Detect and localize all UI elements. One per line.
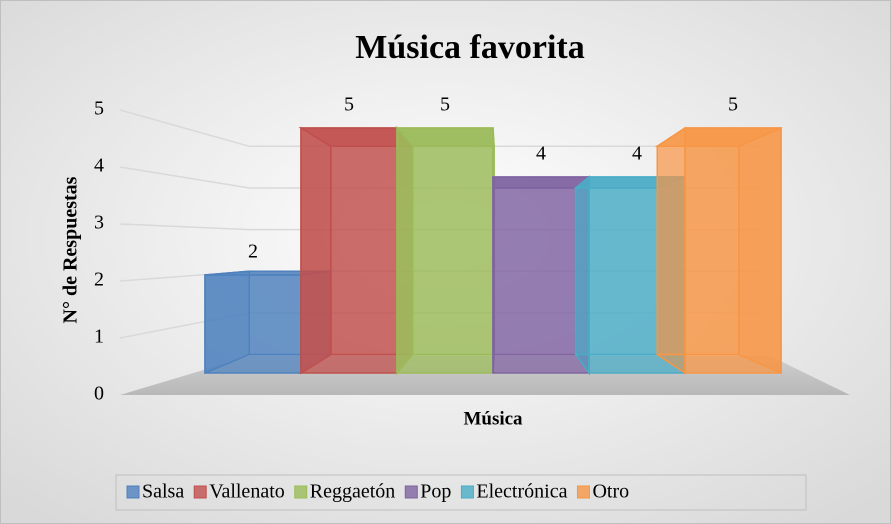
data-label: 5 <box>440 94 450 116</box>
data-label: 5 <box>728 94 738 116</box>
grid-line <box>119 109 760 148</box>
legend-swatch <box>126 485 140 499</box>
bar <box>492 176 590 374</box>
bar-group: 4 <box>492 143 592 376</box>
data-label: 5 <box>344 94 354 116</box>
bar <box>204 274 302 374</box>
bar-group: 5 <box>654 94 782 375</box>
y-tick-label: 0 <box>94 383 104 405</box>
legend-label: Vallenato <box>209 481 285 503</box>
bar-side <box>574 175 590 376</box>
legend-label: Salsa <box>142 481 184 503</box>
legend-label: Pop <box>420 481 451 503</box>
y-axis-label: N° de Respuestas <box>60 176 82 323</box>
chart-title: Música favorita <box>355 29 584 66</box>
bar <box>684 127 782 374</box>
legend-swatch <box>460 485 474 499</box>
bar-side <box>656 126 686 375</box>
y-tick-label: 4 <box>94 155 104 177</box>
legend-swatch <box>193 485 207 499</box>
legend-swatch <box>576 485 590 499</box>
legend-swatch <box>404 485 418 499</box>
data-label: 4 <box>632 143 642 165</box>
legend-label: Otro <box>592 481 629 503</box>
data-label: 4 <box>536 143 546 165</box>
y-tick-label: 1 <box>94 326 104 348</box>
y-tick-label: 2 <box>94 269 104 291</box>
bar-group: 4 <box>573 143 686 376</box>
y-tick-label: 3 <box>94 212 104 234</box>
bar-group: 5 <box>395 94 495 376</box>
bar <box>396 127 494 374</box>
legend: Salsa Vallenato Reggaetón Pop Electrónica Otr… <box>126 481 629 503</box>
bars: 2 5 5 4 4 5 <box>204 94 782 376</box>
legend-swatch <box>294 485 308 499</box>
legend-label: Electrónica <box>476 481 567 503</box>
y-tick-label: 5 <box>94 98 104 120</box>
bar <box>300 127 398 374</box>
legend-label: Reggaetón <box>310 481 396 503</box>
bar-group: 5 <box>298 94 415 376</box>
legend-box <box>115 474 807 511</box>
data-label: 2 <box>248 241 258 263</box>
x-axis-label: Música <box>463 408 523 429</box>
